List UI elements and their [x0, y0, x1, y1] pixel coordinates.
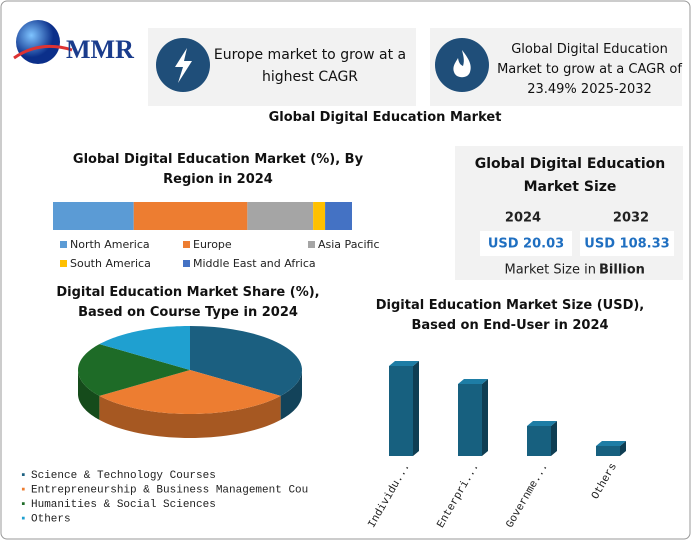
size-panel [455, 146, 683, 280]
bar-segment [247, 202, 314, 230]
bar-segment [325, 202, 352, 230]
size-value: USD 20.03 [488, 237, 564, 252]
legend-bullet: ▪ [20, 484, 27, 496]
value-box [580, 231, 674, 256]
legend-label: North America [70, 238, 150, 251]
bar-top [527, 421, 557, 426]
flame-icon [453, 50, 471, 78]
pie-side [99, 395, 281, 438]
pie-slice [99, 326, 190, 370]
legend-label: South America [70, 257, 151, 270]
value-box [480, 231, 572, 256]
bar-segment [53, 202, 134, 230]
legend-label: Science & Technology Courses [31, 470, 216, 482]
bar [389, 366, 413, 456]
legend-label: Entrepreneurship & Business Management C… [31, 484, 308, 496]
unit: Billion [599, 263, 645, 278]
legend-swatch [183, 241, 190, 248]
pie-slice [99, 370, 281, 414]
pie-slice [78, 344, 190, 396]
chart-title: Global Digital Education Market (%), By … [72, 152, 364, 187]
legend-bullet: ▪ [20, 470, 27, 482]
chart-title: Digital Education Market Size (USD), Bas… [375, 298, 645, 333]
legend-swatch [60, 260, 67, 267]
bar-side [551, 421, 557, 456]
legend-swatch [308, 241, 315, 248]
year: 2024 [505, 211, 541, 226]
bar-side [413, 361, 419, 456]
bolt-icon [175, 48, 192, 83]
legend-label: Middle East and Africa [193, 257, 316, 270]
size-title: Global Digital Education Market Size [474, 156, 666, 195]
pie-side [78, 370, 100, 420]
chart-title: Digital Education Market Share (%), Base… [56, 285, 320, 320]
legend-label: Others [31, 513, 71, 525]
bar-top [458, 379, 488, 384]
bar [596, 446, 620, 456]
bar [527, 426, 551, 456]
legend-label: Asia Pacific [318, 238, 380, 251]
bar-top [389, 361, 419, 366]
card-text: Global Digital Education Market to grow … [497, 42, 682, 97]
year: 2032 [613, 211, 649, 226]
bar-segment [313, 202, 326, 230]
logo-globe [16, 20, 60, 64]
pie-side [280, 370, 302, 420]
unit-label: Market Size in [505, 263, 597, 278]
main-title: Global Digital Education Market [268, 110, 502, 125]
logo-swoosh [13, 44, 73, 60]
card-text: Europe market to grow at a highest CAGR [213, 47, 407, 85]
legend-swatch [183, 260, 190, 267]
bar-side [482, 379, 488, 456]
bar-segment [133, 202, 248, 230]
logo-text: MMR [66, 35, 134, 64]
size-value: USD 108.33 [584, 237, 669, 252]
pie-slice [190, 326, 302, 396]
bar-top [596, 441, 626, 446]
legend-label: Humanities & Social Sciences [31, 499, 216, 511]
card-icon [435, 38, 489, 92]
legend-swatch [60, 241, 67, 248]
legend-bullet: ▪ [20, 499, 27, 511]
legend-label: Europe [193, 238, 232, 251]
legend-bullet: ▪ [20, 513, 27, 525]
bar [458, 384, 482, 456]
